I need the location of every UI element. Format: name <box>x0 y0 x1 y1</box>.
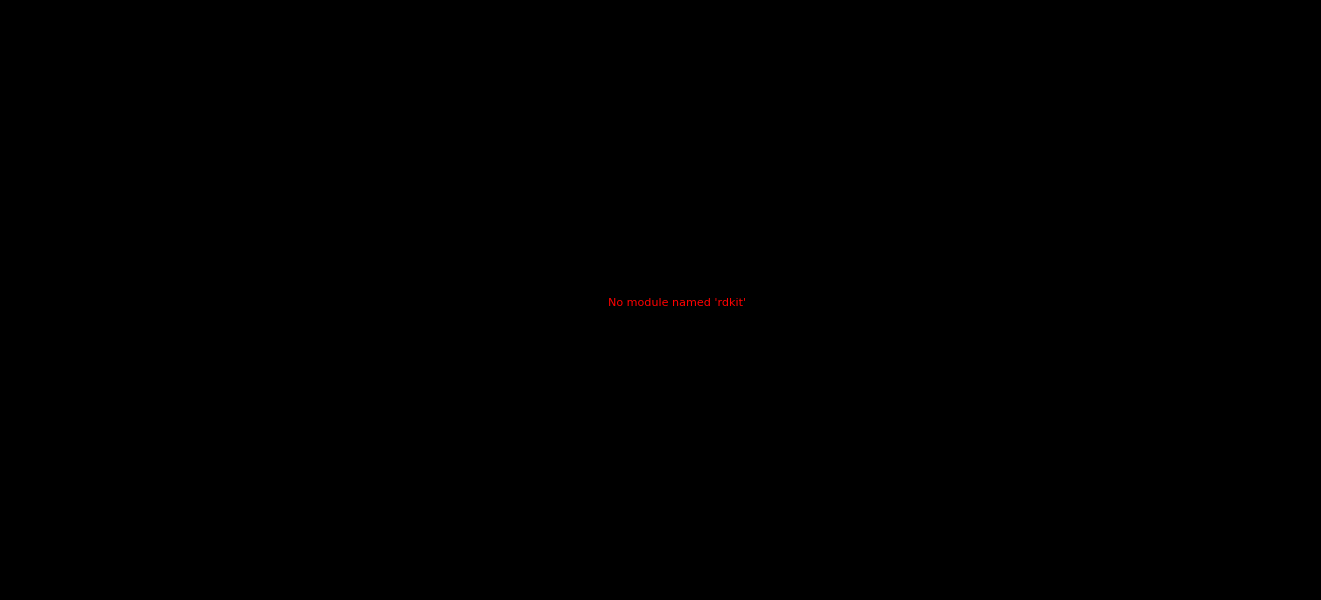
Text: No module named 'rdkit': No module named 'rdkit' <box>608 298 746 308</box>
